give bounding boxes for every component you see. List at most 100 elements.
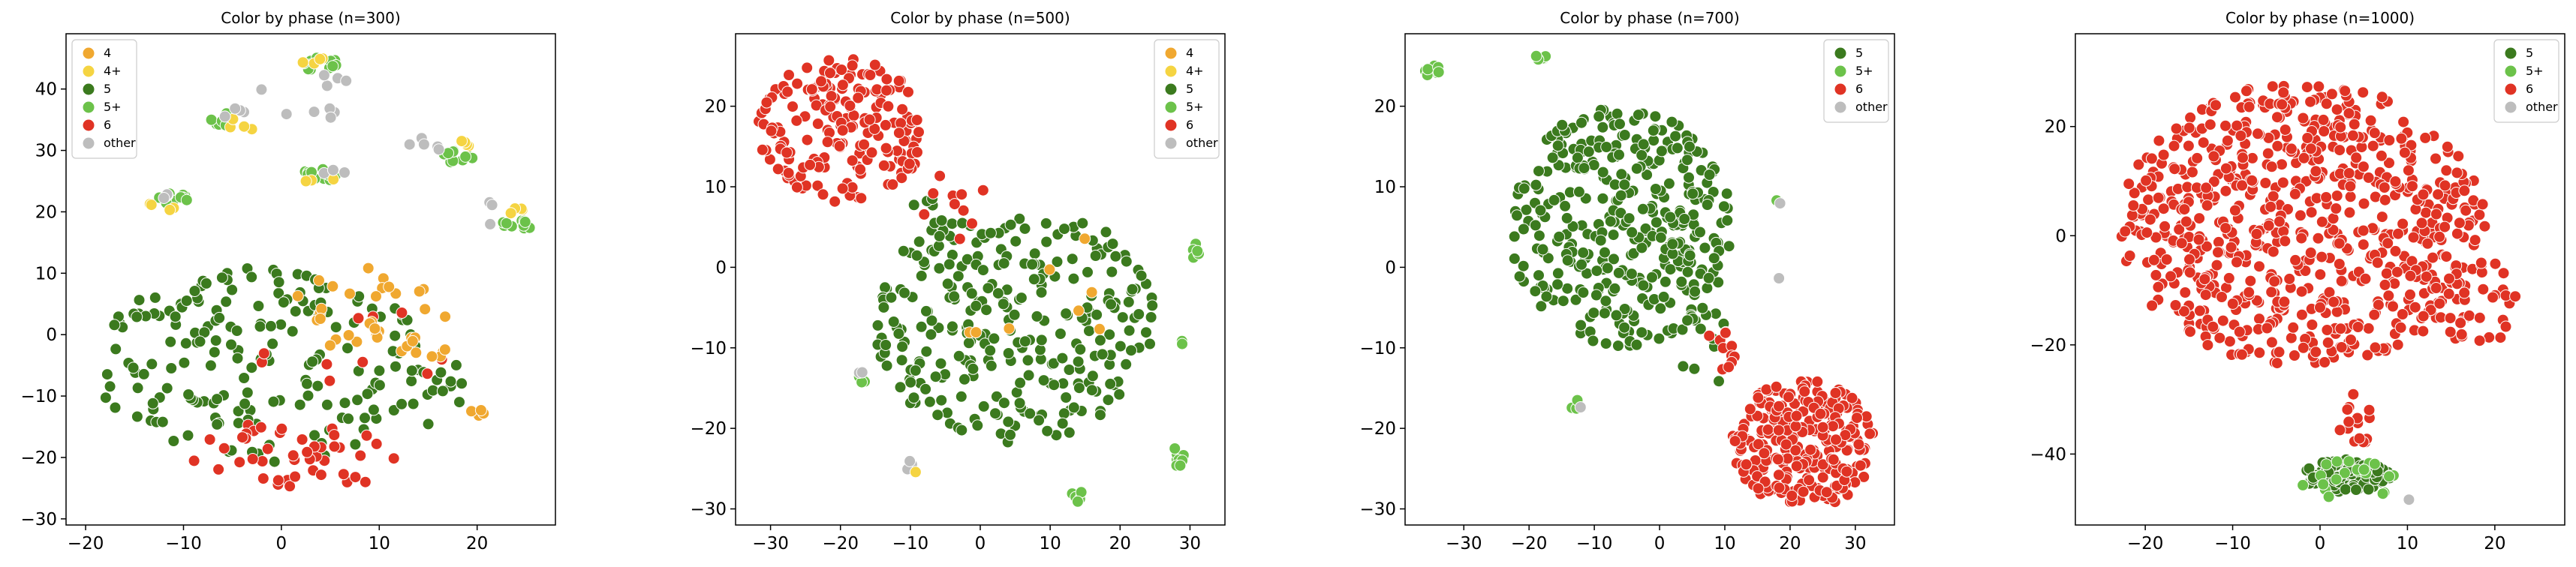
data-point: [1557, 295, 1569, 308]
data-point: [1010, 235, 1022, 248]
data-point: [833, 140, 846, 152]
data-point: [879, 118, 892, 131]
data-point: [811, 179, 824, 192]
data-point: [1752, 438, 1765, 451]
data-point: [1611, 107, 1624, 120]
data-point: [2193, 212, 2206, 225]
data-point: [108, 319, 121, 332]
data-point: [1572, 185, 1585, 198]
data-point: [236, 431, 248, 444]
data-point: [275, 318, 287, 331]
data-point: [1067, 401, 1080, 414]
data-point: [2184, 111, 2197, 124]
data-point: [2334, 144, 2346, 157]
data-point: [2277, 176, 2289, 189]
legend-label: other: [1855, 100, 1888, 114]
data-point: [856, 366, 868, 379]
data-point: [296, 56, 309, 69]
data-point: [1002, 347, 1015, 359]
data-point: [1827, 453, 1840, 466]
data-point: [1135, 269, 1148, 282]
data-point: [2283, 272, 2296, 285]
data-point: [1511, 209, 1523, 222]
data-point: [2452, 150, 2465, 163]
data-point: [1811, 375, 1824, 388]
data-point: [2210, 259, 2223, 272]
data-point: [858, 138, 871, 151]
data-point: [846, 59, 859, 72]
data-point: [1028, 273, 1040, 286]
data-point: [1816, 471, 1829, 484]
data-point: [2489, 257, 2502, 270]
data-point: [880, 73, 893, 86]
data-point: [2451, 166, 2463, 179]
data-point: [369, 322, 381, 335]
data-point: [1740, 458, 1753, 471]
data-point: [289, 305, 302, 318]
data-point: [2443, 272, 2455, 285]
legend-marker: [1164, 136, 1178, 150]
data-point: [239, 398, 251, 410]
data-point: [948, 198, 961, 211]
data-point: [2312, 232, 2325, 244]
data-point: [1133, 308, 1145, 320]
data-point: [407, 398, 420, 410]
x-tick-label: −20: [1511, 534, 1548, 554]
data-point: [1647, 124, 1660, 137]
data-point: [1858, 470, 1870, 483]
data-point: [871, 319, 884, 332]
data-point: [2430, 152, 2442, 165]
data-point: [396, 398, 408, 410]
data-point: [2266, 80, 2279, 93]
data-point: [998, 257, 1010, 270]
data-point: [992, 287, 1004, 300]
data-point: [836, 182, 849, 195]
data-point: [233, 456, 246, 469]
legend-label: 4+: [1186, 64, 1204, 78]
data-point: [2478, 220, 2491, 232]
data-point: [1040, 217, 1052, 230]
data-point: [2333, 258, 2346, 270]
data-point: [182, 388, 195, 400]
data-point: [933, 230, 946, 242]
data-point: [892, 327, 905, 340]
data-point: [1529, 219, 1542, 232]
data-point: [2170, 122, 2183, 135]
data-point: [1598, 307, 1611, 320]
data-point: [1094, 409, 1106, 422]
data-point: [895, 354, 908, 367]
data-point: [1612, 266, 1625, 279]
data-point: [306, 356, 319, 368]
data-point: [880, 142, 892, 154]
data-point: [2287, 321, 2300, 334]
data-point: [2267, 245, 2280, 258]
data-point: [2186, 166, 2198, 178]
data-point: [1608, 253, 1620, 266]
data-point: [2183, 253, 2195, 266]
data-point: [2207, 320, 2219, 333]
data-point: [178, 356, 191, 369]
data-point: [339, 397, 351, 410]
data-point: [1073, 304, 1085, 317]
data-point: [824, 67, 836, 80]
data-point: [886, 178, 899, 190]
data-point: [2404, 288, 2416, 301]
data-point: [2225, 241, 2237, 254]
data-point: [895, 172, 908, 184]
data-point: [2219, 184, 2232, 197]
data-point: [205, 113, 218, 126]
data-point: [1560, 212, 1573, 224]
data-point: [340, 74, 353, 87]
data-point: [1067, 272, 1080, 285]
data-point: [2376, 91, 2388, 104]
data-point: [179, 337, 192, 350]
data-point: [985, 359, 998, 372]
data-point: [238, 372, 251, 384]
data-point: [2314, 268, 2327, 280]
data-point: [2341, 404, 2354, 416]
data-point: [110, 343, 122, 356]
data-point: [907, 392, 920, 404]
data-point: [231, 352, 244, 364]
legend-marker: [1834, 46, 1847, 60]
data-point: [2265, 336, 2278, 349]
